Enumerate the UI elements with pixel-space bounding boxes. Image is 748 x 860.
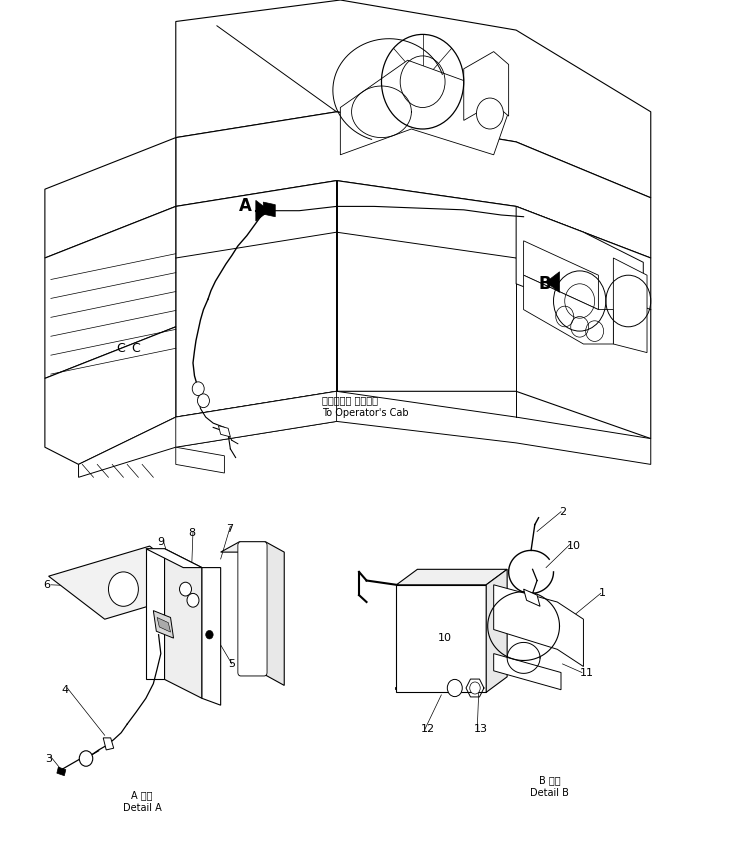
Text: 6: 6 [43, 580, 50, 590]
Polygon shape [218, 426, 230, 437]
Polygon shape [146, 549, 165, 679]
Polygon shape [176, 0, 651, 198]
Polygon shape [176, 112, 651, 258]
Text: B: B [539, 275, 551, 292]
Text: オペレータ キャブへ: オペレータ キャブへ [322, 395, 378, 405]
Text: 3: 3 [45, 753, 52, 764]
Polygon shape [176, 181, 337, 417]
Polygon shape [153, 611, 174, 638]
Text: 10: 10 [567, 541, 581, 551]
Polygon shape [157, 617, 171, 632]
Polygon shape [45, 206, 176, 378]
Polygon shape [146, 549, 202, 568]
Text: C: C [116, 341, 125, 355]
Circle shape [79, 751, 93, 766]
Text: 10: 10 [438, 633, 452, 643]
Polygon shape [79, 391, 651, 477]
Polygon shape [176, 391, 337, 447]
Text: 11: 11 [580, 667, 594, 678]
Circle shape [192, 382, 204, 396]
Polygon shape [202, 568, 221, 705]
Text: 13: 13 [473, 724, 488, 734]
Circle shape [476, 98, 503, 129]
Polygon shape [176, 447, 224, 473]
Polygon shape [524, 241, 598, 310]
Polygon shape [546, 272, 560, 292]
Text: B 詳細: B 詳細 [539, 775, 560, 785]
Circle shape [180, 582, 191, 596]
Polygon shape [165, 549, 202, 698]
Polygon shape [266, 542, 284, 685]
Polygon shape [337, 181, 651, 439]
Polygon shape [524, 275, 613, 344]
Polygon shape [103, 738, 114, 750]
Polygon shape [45, 327, 176, 464]
Circle shape [197, 394, 209, 408]
Polygon shape [516, 206, 643, 335]
Polygon shape [57, 767, 66, 776]
Polygon shape [239, 542, 266, 675]
Circle shape [187, 593, 199, 607]
Text: 1: 1 [598, 588, 605, 599]
Polygon shape [221, 542, 266, 552]
Polygon shape [396, 585, 486, 692]
Polygon shape [494, 654, 561, 690]
Text: 2: 2 [560, 507, 567, 517]
Polygon shape [396, 569, 507, 585]
Polygon shape [486, 569, 507, 692]
Circle shape [447, 679, 462, 697]
Text: 9: 9 [157, 537, 165, 547]
Text: C: C [131, 341, 140, 355]
Polygon shape [256, 200, 269, 221]
FancyBboxPatch shape [238, 542, 267, 676]
Text: Detail B: Detail B [530, 788, 569, 798]
Polygon shape [45, 138, 176, 258]
Text: To Operator's Cab: To Operator's Cab [322, 408, 408, 418]
Polygon shape [340, 60, 509, 155]
Polygon shape [49, 546, 206, 619]
Text: 5: 5 [228, 659, 235, 669]
Text: 8: 8 [188, 528, 196, 538]
Circle shape [108, 572, 138, 606]
Circle shape [470, 682, 480, 694]
Text: A 詳細: A 詳細 [132, 790, 153, 801]
Text: A: A [239, 198, 252, 215]
Text: Detail A: Detail A [123, 803, 162, 814]
Text: 12: 12 [421, 724, 435, 734]
Polygon shape [494, 585, 583, 666]
Text: 4: 4 [61, 685, 69, 695]
Polygon shape [613, 258, 647, 353]
Polygon shape [464, 52, 509, 120]
Polygon shape [263, 202, 275, 217]
Polygon shape [524, 589, 540, 606]
Circle shape [206, 630, 213, 639]
Text: 7: 7 [226, 524, 233, 534]
